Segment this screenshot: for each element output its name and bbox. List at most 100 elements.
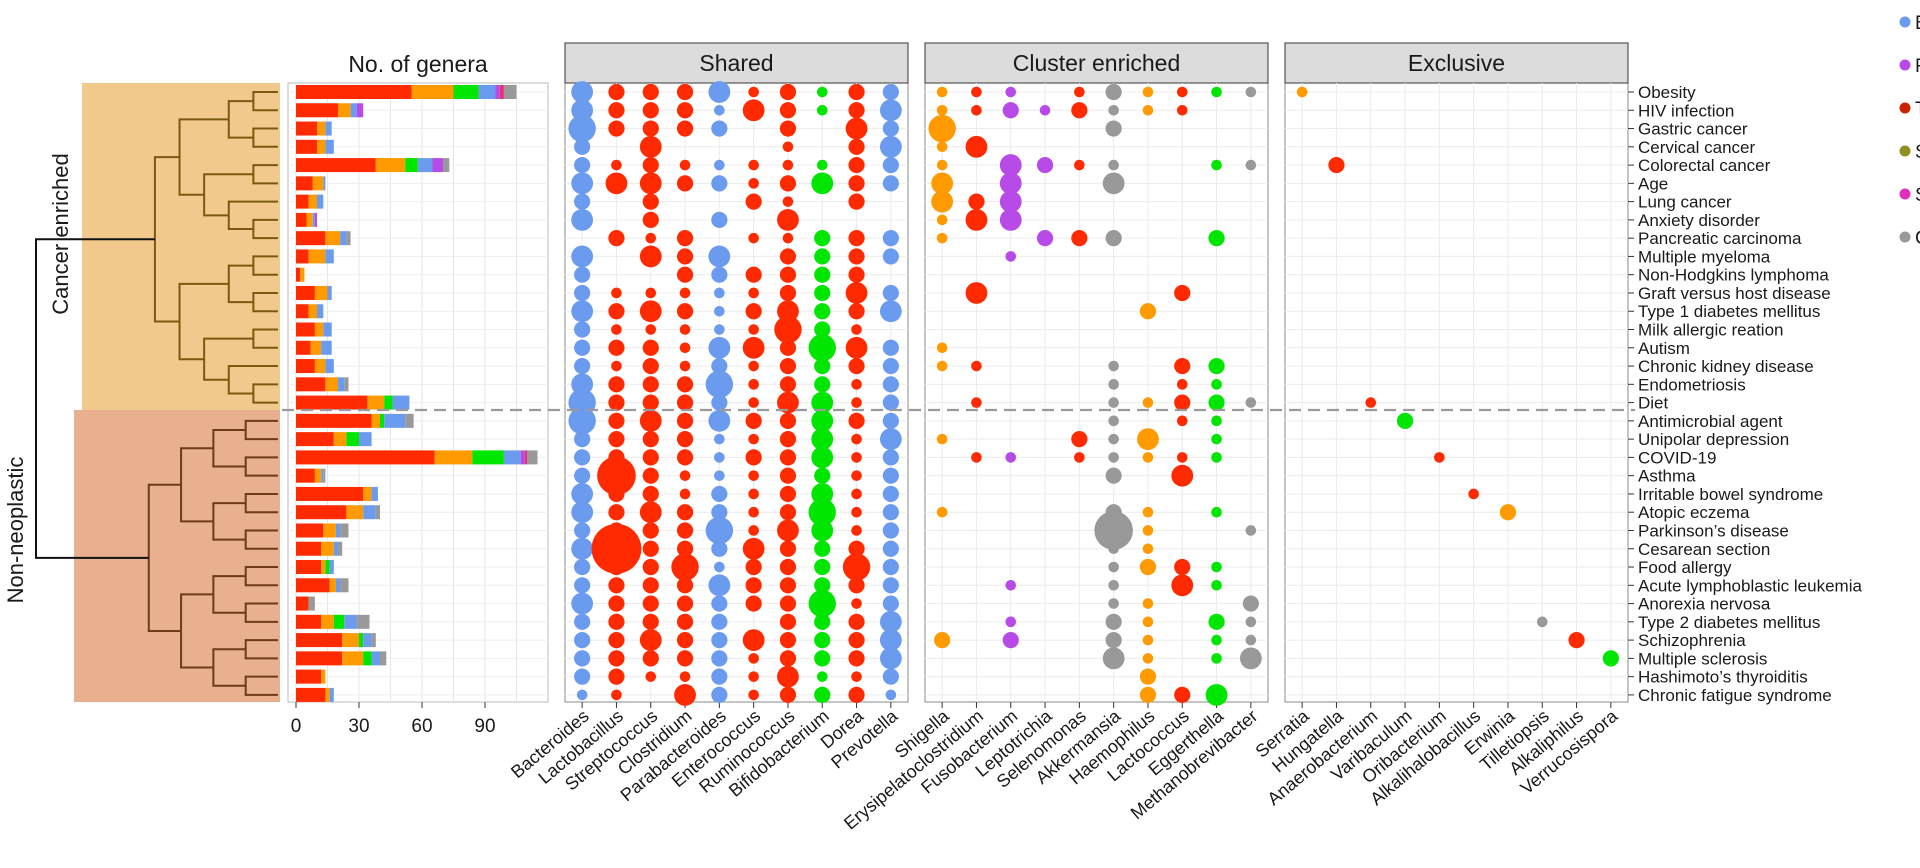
bubble (814, 284, 831, 302)
dendrogram-cancer-branch (252, 218, 278, 240)
bubble (608, 83, 625, 101)
bubble-panels: SharedBacteroidesLactobacillusStreptococ… (282, 42, 1635, 834)
bubble (1005, 251, 1017, 262)
bubble (779, 449, 797, 466)
legend-label: F (1915, 56, 1920, 77)
bubble (1105, 632, 1122, 649)
bubble (1208, 230, 1225, 247)
bubble (1245, 525, 1257, 536)
bubble (848, 650, 865, 667)
bubble (714, 287, 725, 299)
bar-segment (296, 651, 343, 666)
bubble (1568, 632, 1585, 649)
bar-segment (453, 85, 479, 99)
bubble (745, 266, 762, 283)
bubble (811, 483, 834, 505)
bubble (882, 668, 899, 685)
bubble (1139, 668, 1157, 685)
bubble (811, 519, 834, 542)
bubble (748, 379, 759, 390)
bar-segment (317, 194, 324, 209)
bubble (882, 558, 899, 576)
bar-segment (356, 103, 364, 118)
bar-segment (296, 267, 301, 282)
dendrogram-cancer-branch (203, 337, 254, 381)
bubble (714, 104, 725, 116)
bubble (708, 574, 731, 597)
bubble (779, 613, 797, 630)
bubble (1434, 452, 1445, 463)
bubble (748, 360, 759, 372)
bubble (1176, 415, 1188, 427)
bubble (1208, 357, 1225, 375)
bar-segment (329, 687, 334, 702)
bar-segment (384, 413, 406, 428)
bubble (1142, 525, 1154, 536)
bar-segment (296, 340, 311, 355)
bubble (608, 303, 625, 320)
bubble (882, 485, 899, 503)
bar-segment (325, 139, 334, 154)
bubble (676, 266, 694, 283)
bubble (608, 668, 625, 685)
bubble (1174, 686, 1191, 704)
bubble (779, 540, 797, 557)
bar-segment (321, 560, 326, 575)
bubble (851, 397, 862, 408)
bubble (671, 553, 699, 581)
bubble (1102, 647, 1125, 670)
bubble (1365, 397, 1377, 408)
bar-segment (405, 413, 414, 428)
bubble (608, 577, 625, 594)
bubble (742, 336, 765, 359)
bubble (882, 504, 899, 521)
bar-segment (371, 413, 380, 428)
bubble (882, 83, 899, 101)
bubble (679, 360, 691, 372)
bar-segment (296, 541, 322, 556)
bubble (1108, 379, 1119, 390)
dendrogram-cancer-branch (252, 291, 278, 313)
disease-label: Pancreatic carcinoma (1638, 229, 1802, 248)
panel-frame (1284, 82, 1629, 703)
bubble (742, 629, 765, 651)
bar-segment (325, 231, 341, 246)
bubble (748, 324, 759, 335)
bubble (879, 428, 902, 451)
bubble (848, 138, 865, 155)
bubble (574, 577, 591, 594)
bar-segment (527, 450, 538, 465)
bubble (611, 287, 622, 299)
bar-segment (325, 249, 334, 264)
bubble (642, 449, 659, 466)
bubble (882, 467, 899, 484)
bubble (1142, 452, 1154, 463)
bar-panel-frame (287, 82, 549, 703)
bubble (745, 449, 762, 466)
bubble (971, 360, 982, 372)
bubble (779, 431, 797, 448)
bubble (1396, 412, 1414, 429)
bar-tick-label: 0 (291, 716, 302, 737)
bubble (639, 245, 662, 268)
bubble (851, 506, 862, 518)
bubble (711, 668, 728, 685)
bar-segment (335, 523, 341, 538)
bar-segment (340, 231, 347, 246)
bubble (851, 379, 862, 390)
bar-segment (312, 176, 324, 191)
bar-segment (405, 158, 418, 173)
bar-segment (350, 103, 357, 118)
bubble (1108, 397, 1119, 408)
bubble (1468, 488, 1479, 500)
bubble (1139, 686, 1157, 704)
bubble (1171, 464, 1194, 487)
disease-label: Graft versus host disease (1638, 284, 1831, 303)
bubble (642, 102, 659, 119)
bubble (1137, 428, 1159, 451)
bubble (571, 501, 594, 524)
group-labels: Cancer enriched Non-neoplastic (3, 153, 73, 603)
bubble (779, 248, 797, 265)
bar-segment (296, 103, 338, 118)
bubble (676, 83, 694, 101)
